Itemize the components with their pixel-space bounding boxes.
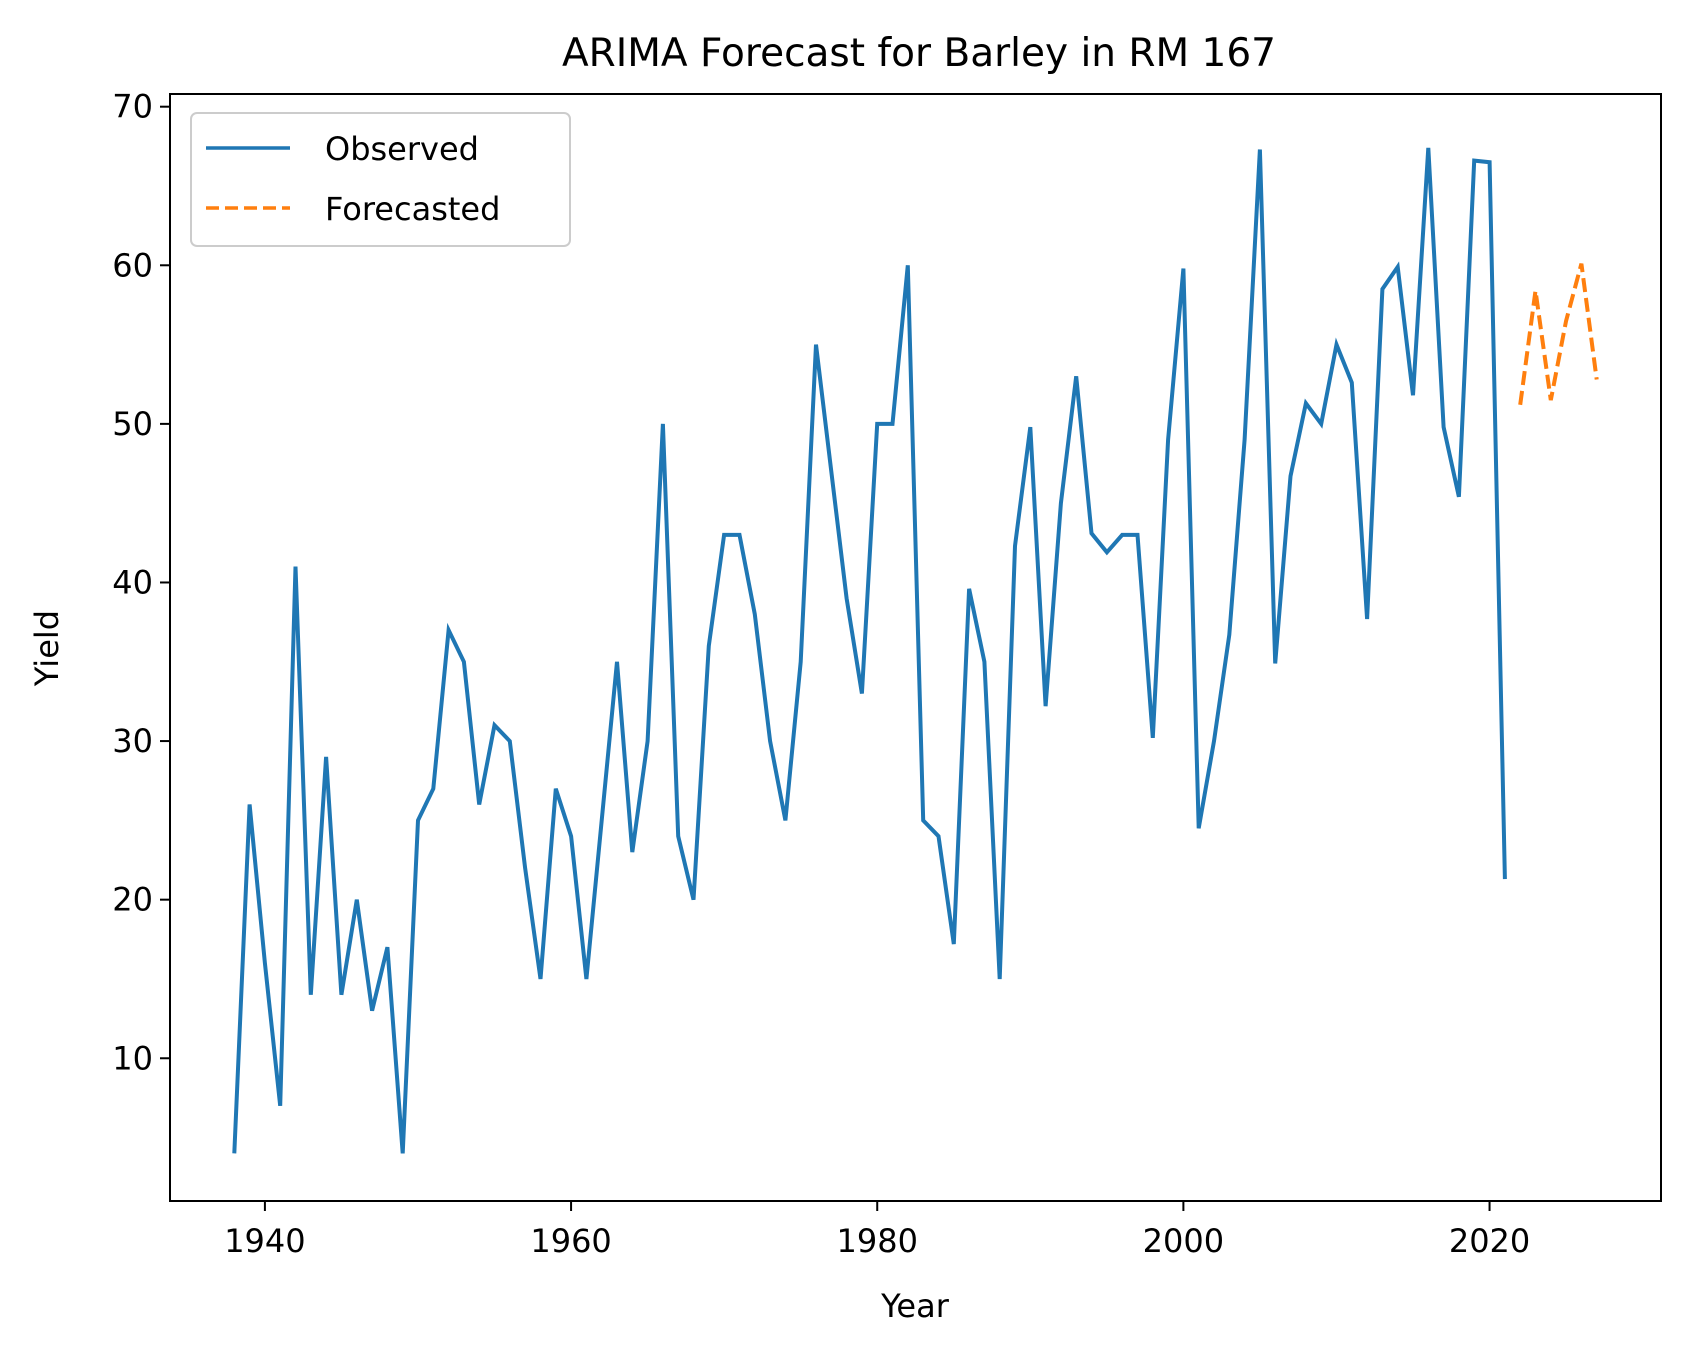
x-axis-label: Year [880,1287,950,1325]
series-line-observed [232,147,1507,1154]
y-axis: 10 20 30 40 50 60 70 [112,88,170,1077]
plot-frame [169,93,1662,1202]
x-tick-label: 1960 [530,1222,611,1260]
y-tick-label: 20 [112,881,153,919]
x-tick-label: 1940 [224,1222,305,1260]
y-tick-label: 30 [112,722,153,760]
y-tick-label: 40 [112,563,153,601]
legend-label-forecasted: Forecasted [325,190,500,228]
x-tick-label: 1980 [837,1222,918,1260]
y-tick-label: 50 [112,405,153,443]
y-tick-label: 10 [112,1039,153,1077]
x-tick-label: 2000 [1143,1222,1224,1260]
series-layer [232,147,1599,1154]
legend-label-observed: Observed [325,130,479,168]
y-tick-label: 60 [112,246,153,284]
plot-area [170,94,1661,1201]
x-axis: 1940 1960 1980 2000 2020 [224,1201,1530,1260]
y-axis-label: Yield [28,610,66,687]
x-tick-label: 2020 [1449,1222,1530,1260]
legend: Observed Forecasted [190,112,571,247]
series-line-forecasted [1518,263,1599,406]
chart-title: ARIMA Forecast for Barley in RM 167 [562,31,1276,76]
y-tick-label: 70 [112,88,153,126]
